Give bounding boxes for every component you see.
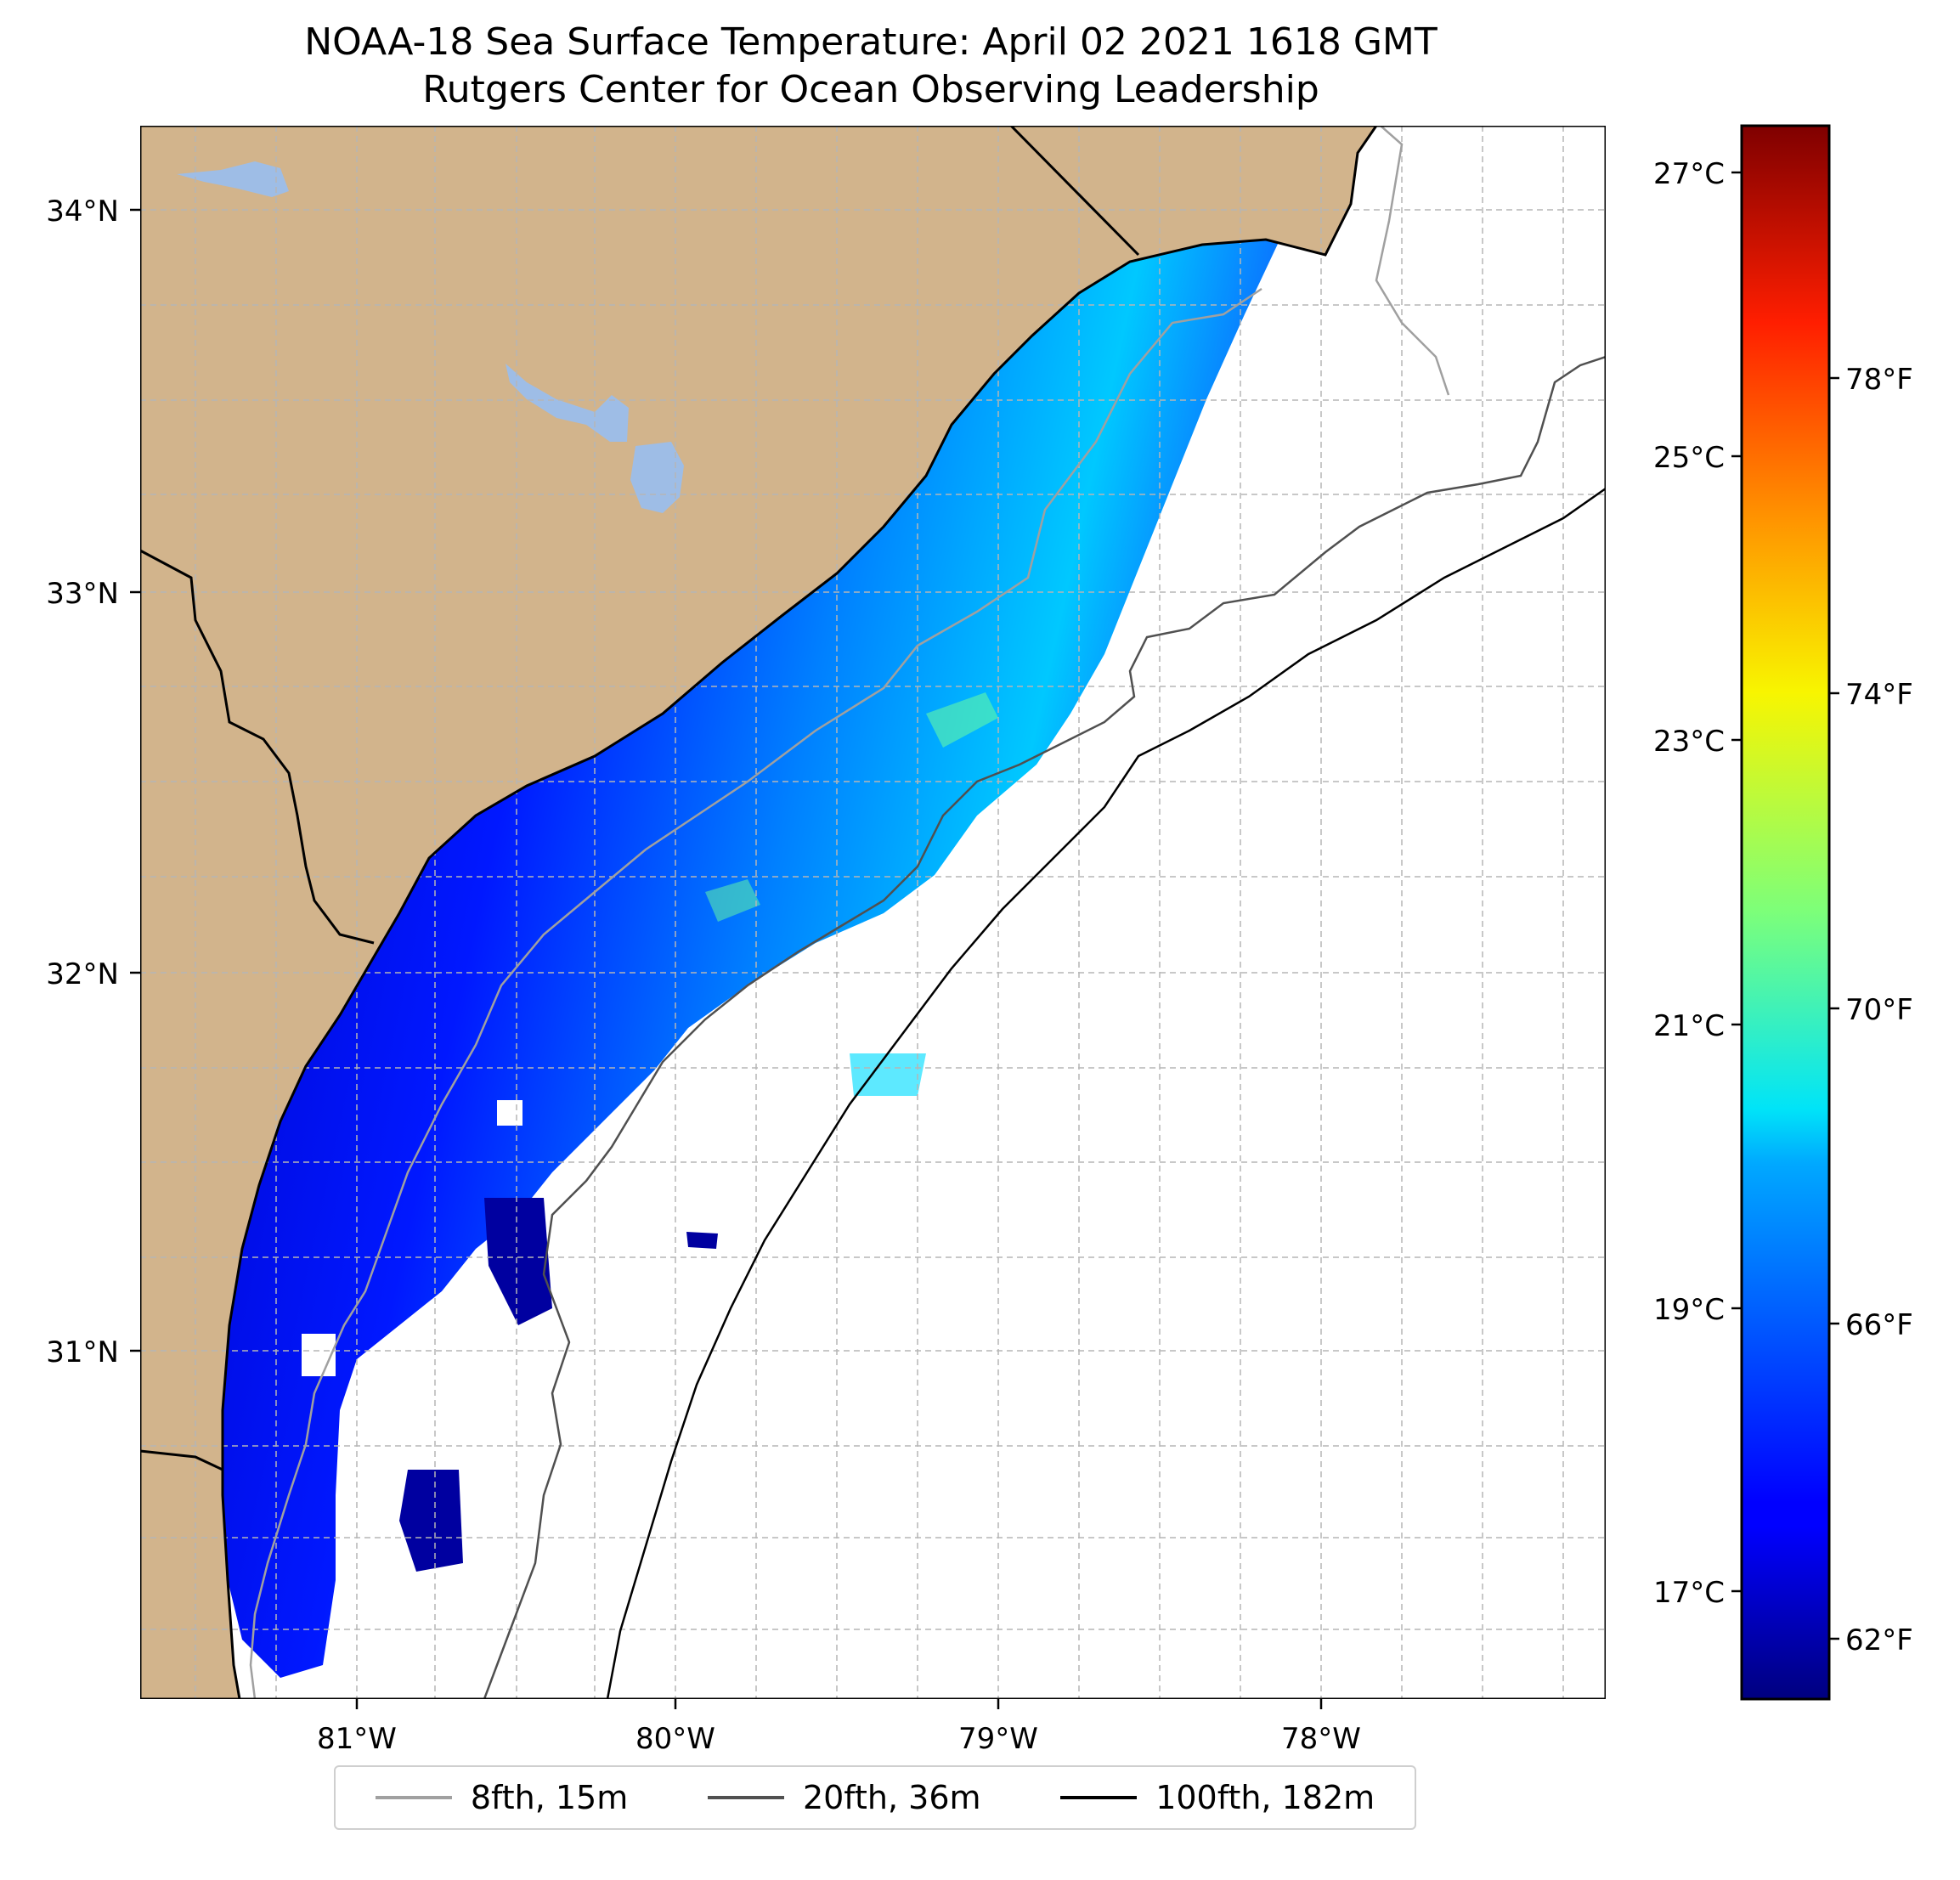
land-area [140,126,1376,1699]
axis-ticks [130,208,1323,1709]
legend-item-8fth: 8fth, 15m [375,1779,629,1816]
lat-label: 31°N [46,1335,119,1369]
colorbar-celsius-label: 19°C [1653,1293,1725,1327]
chart-title-line-1: NOAA-18 Sea Surface Temperature: April 0… [304,20,1438,64]
contour-20fth [483,355,1606,1699]
colorbar-celsius-label: 17°C [1653,1576,1725,1610]
legend-label: 100fth, 182m [1155,1779,1375,1816]
sst-swath [223,240,1279,1678]
colorbar-fahrenheit-label: 74°F [1845,678,1913,712]
legend-item-20fth: 20fth, 36m [707,1779,981,1816]
colorbar-celsius-label: 21°C [1653,1009,1725,1043]
legend-line-icon [707,1796,784,1799]
legend-line-icon [375,1796,452,1799]
colorbar: 27°C 25°C 23°C 21°C 19°C 17°C 78°F 74°F … [1653,124,1913,1701]
colorbar-fahrenheit-label: 62°F [1845,1623,1913,1657]
lake [177,161,289,197]
state-border [140,126,1140,1471]
map-panel [140,126,1606,1699]
legend-label: 8fth, 15m [470,1779,629,1816]
lat-label: 33°N [46,577,119,611]
lat-label: 34°N [46,195,119,229]
lon-label: 81°W [317,1722,397,1756]
lon-label: 79°W [958,1722,1038,1756]
legend-item-100fth: 100fth, 182m [1060,1779,1375,1816]
contour-100fth [606,487,1606,1699]
colorbar-celsius-label: 27°C [1653,157,1725,191]
legend-label: 20fth, 36m [802,1779,981,1816]
colorbar-fahrenheit-label: 66°F [1845,1308,1913,1342]
coastline [221,126,1378,1699]
lat-label: 32°N [46,957,119,991]
chart-title-line-2: Rutgers Center for Ocean Observing Leade… [422,68,1319,111]
colorbar-celsius-label: 23°C [1653,725,1725,759]
lake [506,364,629,442]
lon-label: 78°W [1281,1722,1361,1756]
colorbar-fahrenheit-label: 70°F [1845,993,1913,1027]
colorbar-fahrenheit-label: 78°F [1845,363,1913,397]
legend-line-icon [1060,1796,1138,1799]
colorbar-celsius-label: 25°C [1653,441,1725,475]
lake [630,442,684,513]
contour-8fth [249,126,1450,1699]
lon-label: 80°W [635,1722,715,1756]
contour-legend: 8fth, 15m 20fth, 36m 100fth, 182m [334,1765,1416,1830]
